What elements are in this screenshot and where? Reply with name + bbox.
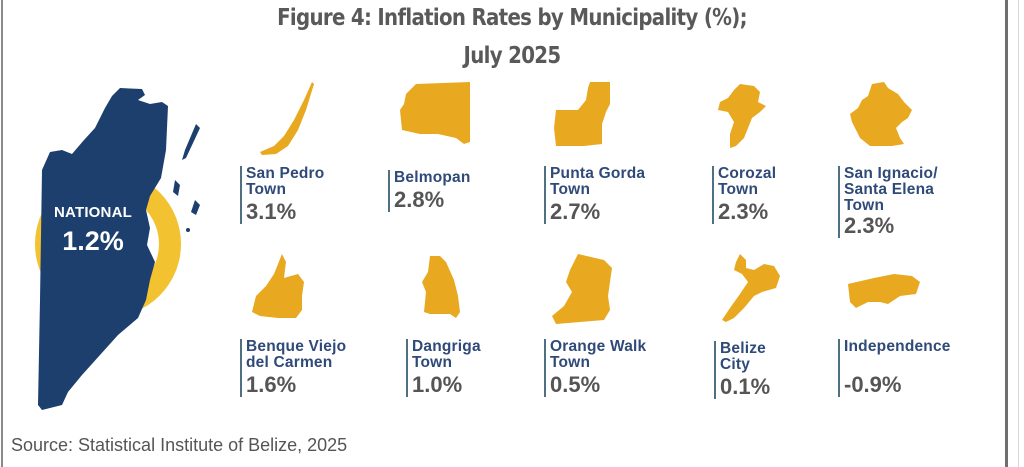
san-pedro-shape-icon: [260, 82, 314, 155]
figure-title: Figure 4: Inflation Rates by Municipalit…: [277, 5, 747, 31]
inflation-value: 2.8%: [394, 187, 445, 212]
punta-gorda-shape-icon: [554, 82, 610, 146]
frame-border-left: [1, 0, 3, 467]
municipality-name: City: [720, 356, 751, 373]
figure-subtitle: July 2025: [463, 43, 562, 69]
source-note: Source: Statistical Institute of Belize,…: [11, 435, 348, 455]
inflation-value: -0.9%: [844, 372, 902, 397]
national-label: NATIONAL: [54, 204, 132, 221]
corozal-shape-icon: [718, 84, 766, 148]
municipality-name: Benque Viejo: [246, 338, 347, 355]
municipality-name: Town: [550, 354, 591, 371]
municipality-name: Town: [550, 181, 591, 198]
inflation-value: 2.3%: [718, 199, 769, 224]
municipality-corozal: Corozal Town 2.3%: [712, 166, 776, 224]
municipality-belmopan: Belmopan 2.8%: [388, 170, 471, 212]
municipality-name: Santa Elena: [844, 181, 935, 198]
municipality-independence: Independence -0.9%: [838, 339, 951, 397]
dangriga-shape-icon: [422, 256, 460, 318]
municipality-name: [844, 355, 951, 371]
municipality-name: Belize: [720, 340, 766, 357]
municipality-name: Belmopan: [394, 169, 471, 186]
municipality-name: San Ignacio/: [844, 165, 938, 182]
municipality-name: Town: [246, 181, 287, 198]
frame-border-right: [1005, 0, 1008, 467]
independence-shape-icon: [848, 274, 920, 308]
belize-national-map: [35, 88, 200, 410]
inflation-value: 0.5%: [550, 372, 601, 397]
municipality-orange-walk: Orange Walk Town 0.5%: [544, 339, 646, 397]
municipality-name: Independence: [844, 338, 951, 355]
municipality-benque-viejo: Benque Viejo del Carmen 1.6%: [240, 339, 346, 397]
municipality-dangriga: Dangriga Town 1.0%: [406, 339, 481, 397]
municipality-name: del Carmen: [246, 354, 333, 371]
municipality-name: Punta Gorda: [550, 165, 646, 182]
municipality-name: Orange Walk: [550, 338, 647, 355]
municipality-name: Dangriga: [412, 338, 481, 355]
municipality-name: Town: [844, 197, 885, 214]
belmopan-shape-icon: [400, 82, 470, 144]
inflation-value: 1.6%: [246, 372, 297, 397]
belize-outline-icon: [38, 88, 168, 410]
municipality-name: San Pedro: [246, 165, 325, 182]
inflation-value: 2.3%: [844, 213, 895, 238]
san-ignacio-shape-icon: [850, 82, 912, 146]
municipality-belize-city: Belize City 0.1%: [714, 341, 770, 399]
belize-city-shape-icon: [722, 254, 780, 322]
frame-border-right-outer: [1018, 0, 1019, 467]
municipality-san-ignacio: San Ignacio/ Santa Elena Town 2.3%: [838, 166, 938, 238]
municipality-punta-gorda: Punta Gorda Town 2.7%: [544, 166, 645, 224]
inflation-value: 3.1%: [246, 199, 297, 224]
inflation-value: 1.0%: [412, 372, 463, 397]
national-value: 1.2%: [62, 226, 124, 256]
inflation-value: 2.7%: [550, 199, 601, 224]
inflation-value: 0.1%: [720, 374, 771, 399]
municipality-name: Town: [412, 354, 453, 371]
cayes-icon: [182, 124, 200, 160]
municipality-name: Town: [718, 181, 759, 198]
orange-walk-shape-icon: [552, 254, 612, 324]
municipality-san-pedro: San Pedro Town 3.1%: [240, 166, 324, 224]
municipality-name: Corozal: [718, 165, 777, 182]
benque-viejo-shape-icon: [252, 254, 304, 318]
